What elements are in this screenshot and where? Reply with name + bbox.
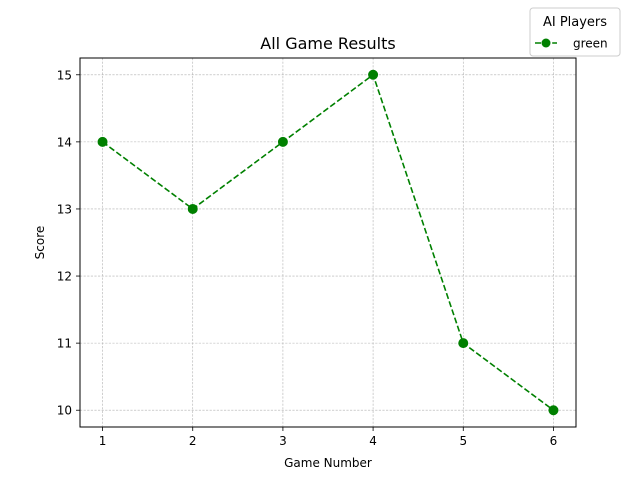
legend-marker — [541, 38, 551, 48]
x-tick-label: 4 — [369, 434, 377, 448]
y-tick-label: 12 — [57, 270, 72, 284]
y-tick-label: 10 — [57, 404, 72, 418]
legend-label: green — [573, 37, 608, 51]
legend-entries: green — [535, 37, 608, 51]
plot-frame — [79, 57, 577, 428]
data-point — [187, 203, 198, 214]
data-point — [458, 338, 469, 349]
y-tick-label: 15 — [57, 68, 72, 82]
data-point — [277, 136, 288, 147]
legend-box — [529, 7, 621, 57]
grid-lines — [80, 58, 576, 427]
y-tick-label: 14 — [57, 135, 72, 149]
data-point — [368, 69, 379, 80]
x-tick-label: 1 — [99, 434, 107, 448]
x-tick-label: 5 — [459, 434, 467, 448]
y-axis-label: Score — [33, 226, 47, 260]
series-layer — [97, 69, 559, 416]
y-tick-label: 11 — [57, 337, 72, 351]
x-tick-label: 6 — [550, 434, 558, 448]
series-line — [102, 73, 554, 411]
legend-title: AI Players — [543, 15, 607, 30]
chart-title: All Game Results — [260, 34, 395, 53]
data-point — [97, 136, 108, 147]
x-tick-label: 2 — [189, 434, 197, 448]
x-tick-label: 3 — [279, 434, 287, 448]
y-tick-label: 13 — [57, 202, 72, 216]
legend: AI Players green — [529, 7, 621, 57]
x-axis-label: Game Number — [284, 456, 372, 470]
data-point — [548, 405, 559, 416]
